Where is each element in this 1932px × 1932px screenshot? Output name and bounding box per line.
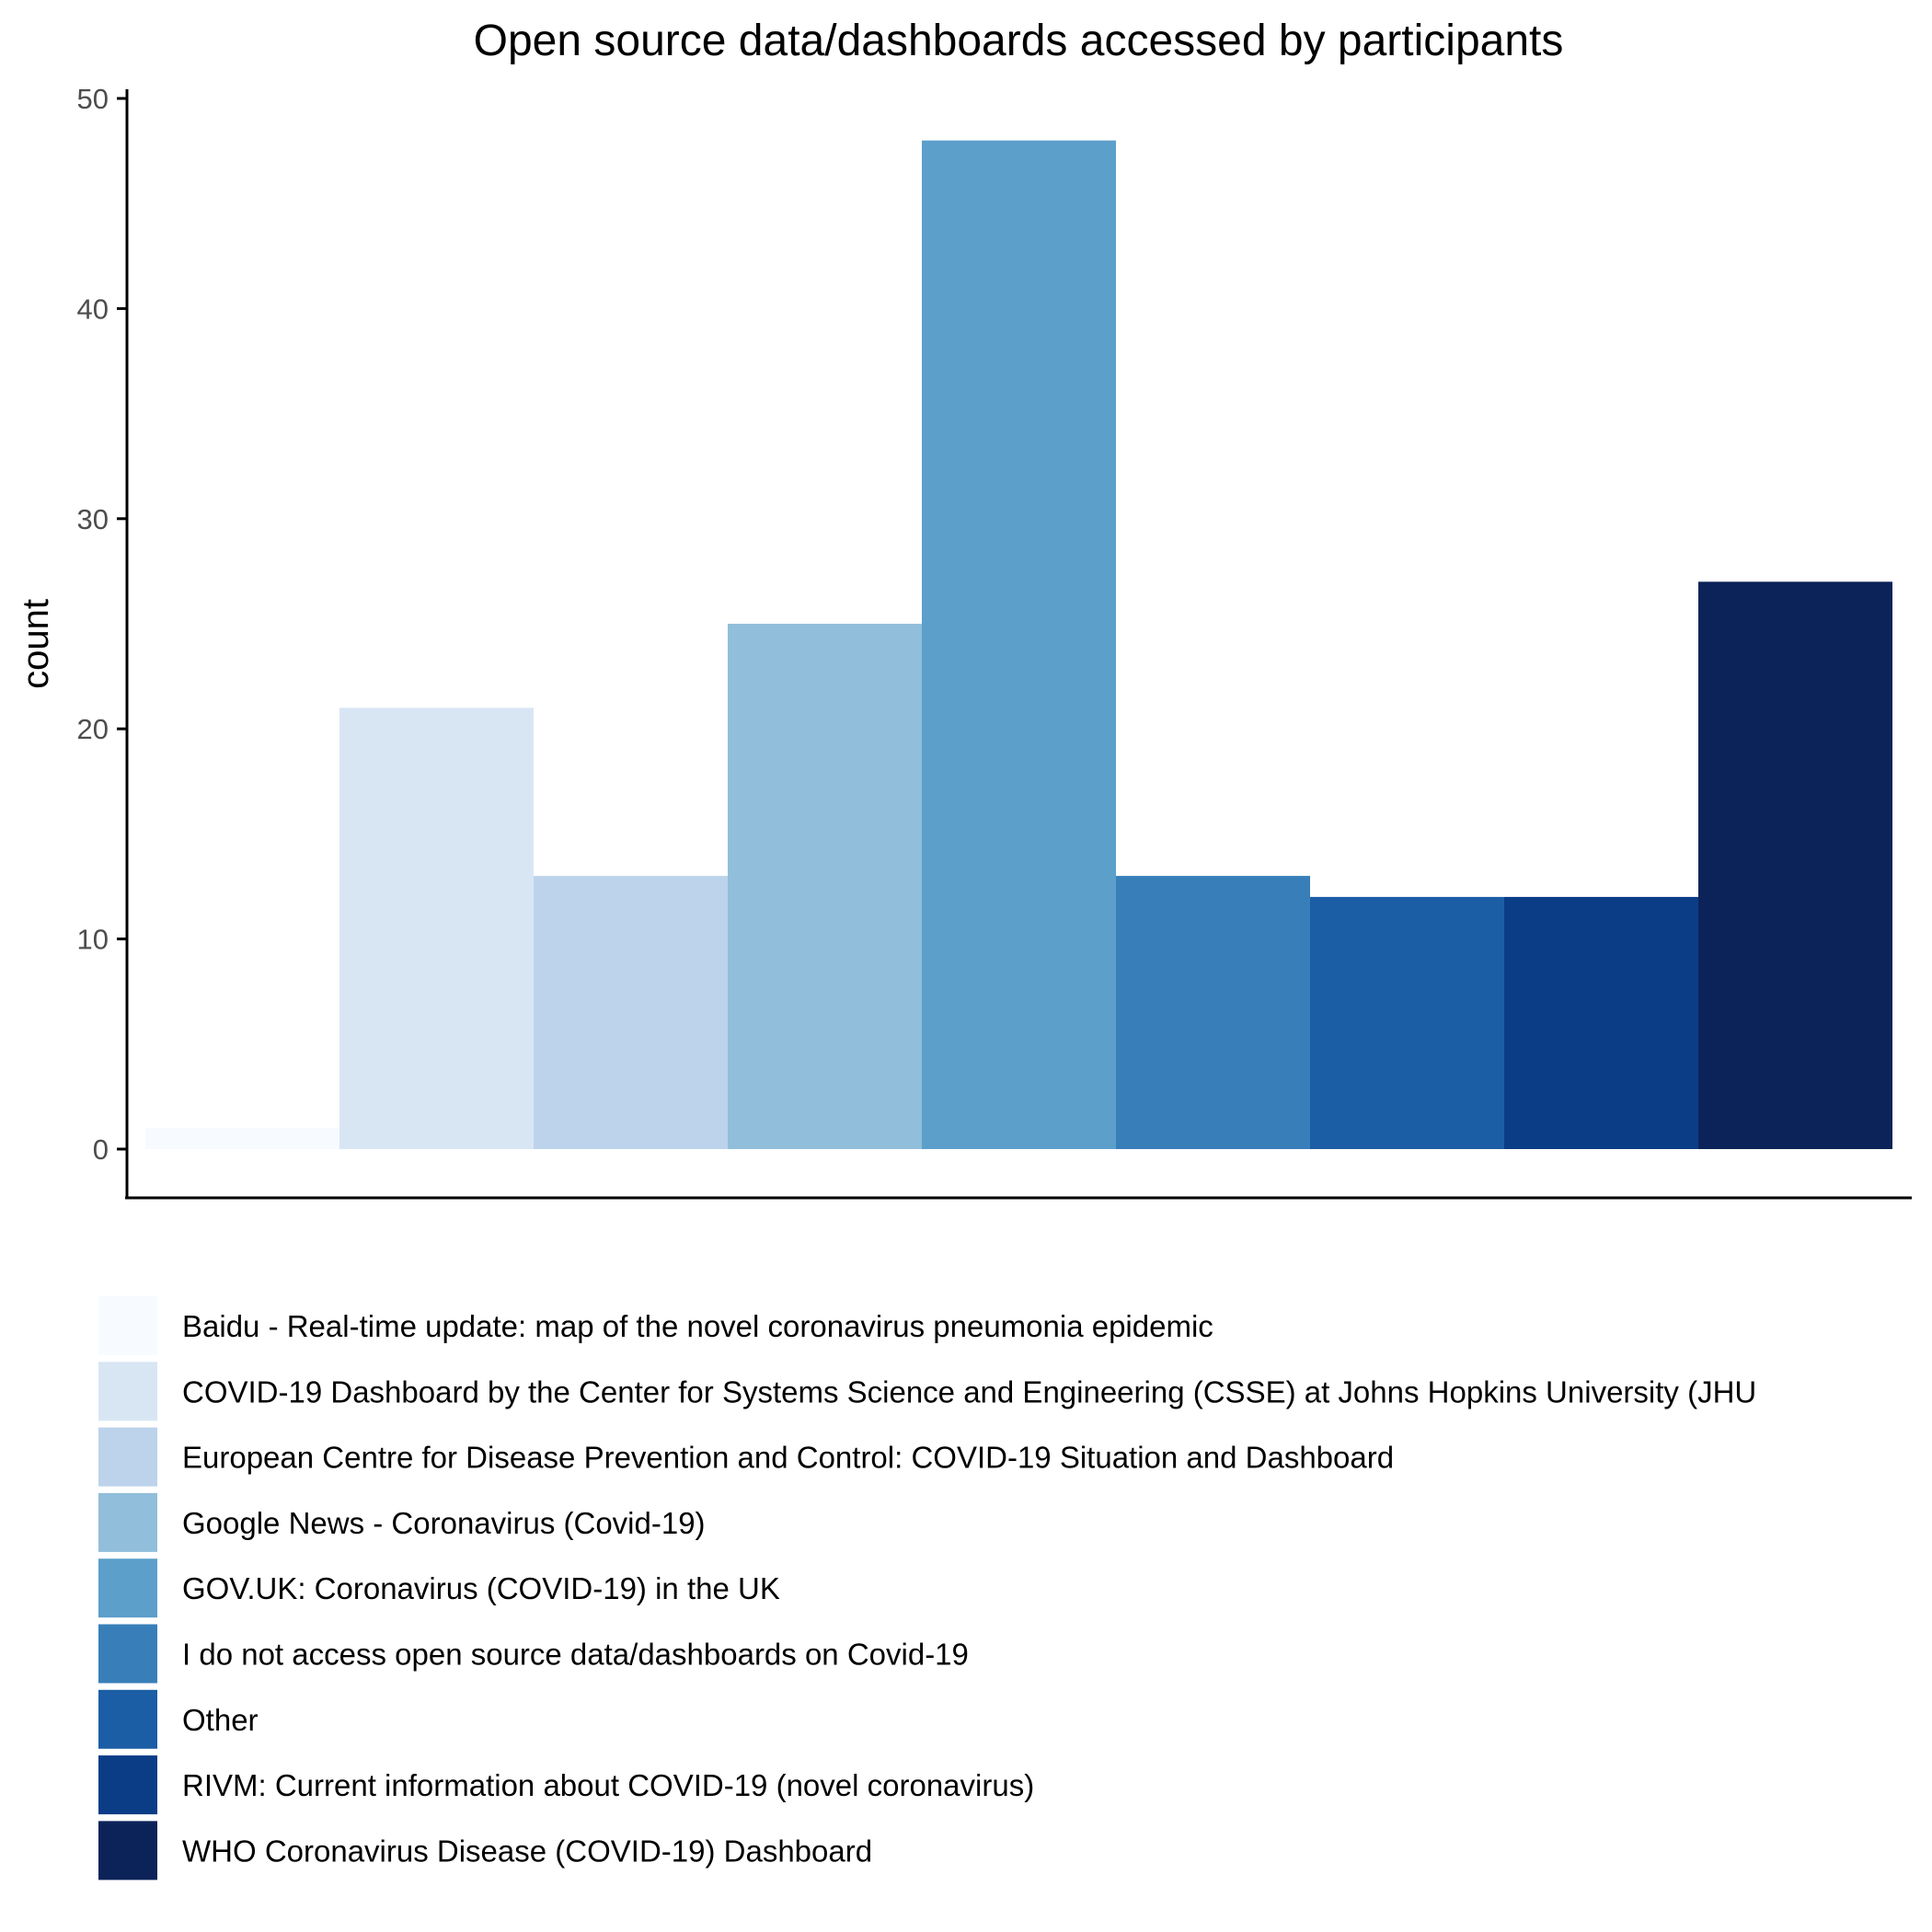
legend: Baidu - Real-time update: map of the nov… [97, 1294, 1756, 1882]
y-tick-label: 20 [77, 713, 109, 745]
bars [145, 140, 1892, 1150]
y-tick-label: 0 [93, 1133, 109, 1166]
bar-3 [534, 876, 728, 1149]
y-axis-label: count [16, 599, 56, 689]
legend-label-5: GOV.UK: Coronavirus (COVID-19) in the UK [182, 1571, 780, 1605]
chart-title: Open source data/dashboards accessed by … [474, 17, 1564, 65]
bar-9 [1698, 581, 1892, 1149]
y-tick-label: 50 [77, 83, 109, 115]
legend-label-9: WHO Coronavirus Disease (COVID-19) Dashb… [182, 1834, 872, 1868]
legend-label-6: I do not access open source data/dashboa… [182, 1638, 969, 1672]
bar-1 [145, 1128, 339, 1149]
legend-key-8 [97, 1754, 159, 1817]
y-tick-label: 40 [77, 293, 109, 325]
legend-label-3: European Centre for Disease Prevention a… [182, 1441, 1394, 1475]
bar-7 [1310, 896, 1504, 1149]
bar-5 [922, 140, 1116, 1150]
y-tick-label: 10 [77, 924, 109, 956]
bar-2 [339, 707, 534, 1149]
y-axis-ticks: 0 10 20 30 40 50 [77, 83, 127, 1166]
legend-key-7 [97, 1687, 159, 1751]
legend-key-3 [97, 1425, 159, 1489]
legend-key-1 [97, 1294, 159, 1357]
bar-6 [1116, 876, 1310, 1149]
legend-label-2: COVID-19 Dashboard by the Center for Sys… [182, 1374, 1756, 1409]
legend-key-2 [97, 1360, 159, 1423]
bar-8 [1504, 896, 1698, 1149]
legend-label-7: Other [182, 1703, 259, 1737]
legend-key-9 [97, 1819, 159, 1882]
legend-key-4 [97, 1490, 159, 1554]
legend-label-8: RIVM: Current information about COVID-19… [182, 1768, 1034, 1802]
legend-label-1: Baidu - Real-time update: map of the nov… [182, 1309, 1213, 1343]
legend-label-4: Google News - Coronavirus (Covid-19) [182, 1506, 706, 1540]
legend-key-6 [97, 1622, 159, 1685]
y-tick-label: 30 [77, 503, 109, 535]
bar-4 [728, 624, 922, 1149]
legend-key-5 [97, 1557, 159, 1620]
